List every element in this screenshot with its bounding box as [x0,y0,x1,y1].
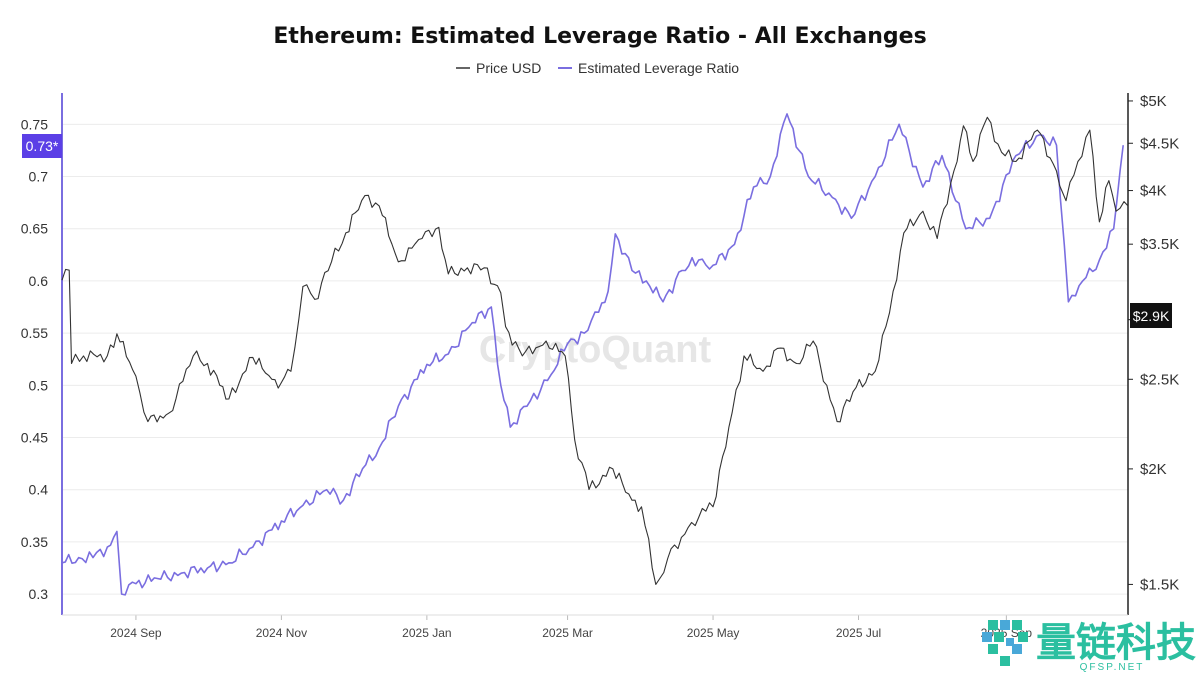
price-usd-line [61,116,1129,585]
left-tick-label: 0.5 [29,377,49,393]
series-layer [61,113,1129,596]
gridlines [62,123,1128,595]
chart-title: Ethereum: Estimated Leverage Ratio - All… [273,24,926,49]
current-leverage-label: 0.73* [26,138,59,154]
x-tick-label: 2024 Nov [256,626,307,640]
current-price-badge: $2.9K [1130,303,1172,328]
right-tick-label: $3.5K [1140,236,1179,253]
right-tick-label: $4K [1140,183,1167,200]
legend: Price USD Estimated Leverage Ratio [456,60,739,76]
legend-label-leverage: Estimated Leverage Ratio [578,60,739,76]
right-tick-label: $2K [1140,461,1167,478]
left-tick-label: 0.75 [21,116,48,132]
brand-site: QFSP.NET [1080,662,1145,673]
leverage-ratio-line [61,113,1124,596]
left-tick-label: 0.6 [29,273,49,289]
right-tick-label: $2.5K [1140,371,1179,388]
current-leverage-badge: 0.73* [22,134,62,158]
x-tick-label: 2025 May [687,626,740,640]
left-tick-label: 0.7 [29,169,49,185]
left-axis-ticks: 0.3 0.35 0.4 0.45 0.5 0.55 0.6 0.65 0.7 0.75 [21,116,48,602]
x-tick-label: 2025 Jan [402,626,451,640]
left-tick-label: 0.3 [29,586,49,602]
x-axis-ticks: 2024 Sep 2024 Nov 2025 Jan 2025 Mar 2025 May… [110,615,1032,640]
legend-label-price: Price USD [476,60,541,76]
left-tick-label: 0.35 [21,534,48,550]
brand-name: 量链科技 [1036,620,1196,666]
right-axis-ticks: $1.5K $2K $2.5K $3.5K $4K $4.5K $5K [1128,93,1179,593]
watermark: CryptoQuant [479,329,712,371]
left-tick-label: 0.55 [21,325,48,341]
x-tick-label: 2025 Mar [542,626,593,640]
x-tick-label: 2025 Jul [836,626,881,640]
right-tick-label: $5K [1140,93,1167,110]
brand-mark-icon [982,620,1028,666]
x-tick-label: 2024 Sep [110,626,162,640]
left-tick-label: 0.45 [21,430,48,446]
right-tick-label: $1.5K [1140,576,1179,593]
left-tick-label: 0.65 [21,221,48,237]
current-price-label: $2.9K [1133,308,1170,324]
left-tick-label: 0.4 [29,482,49,498]
right-tick-label: $4.5K [1140,135,1179,152]
brand-logo: 量链科技 QFSP.NET [982,620,1196,673]
